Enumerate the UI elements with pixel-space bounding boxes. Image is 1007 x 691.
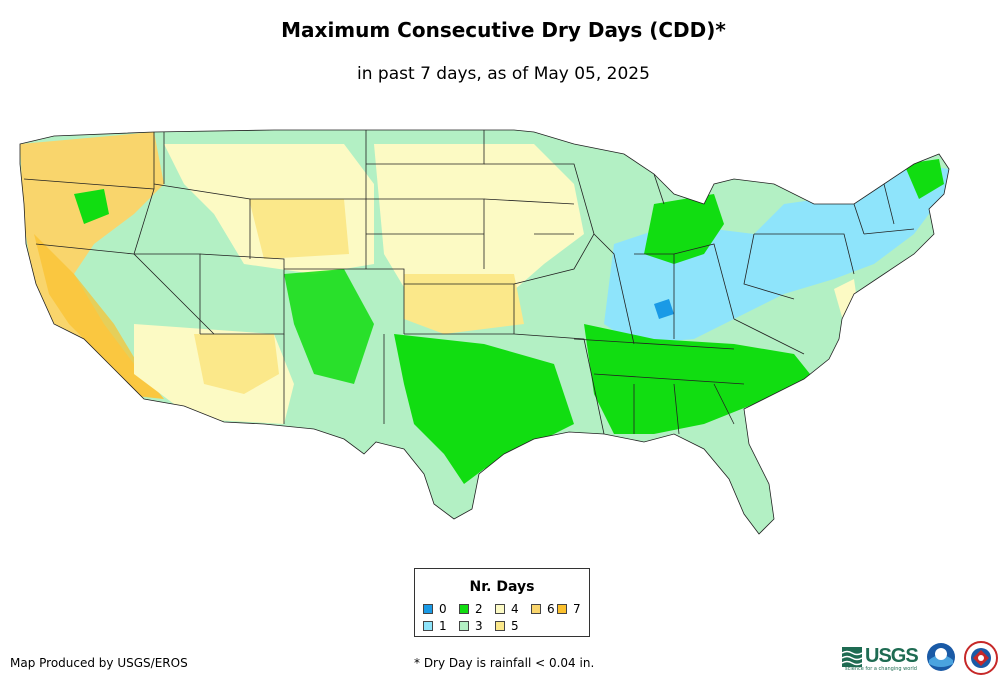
legend-item-4: 4 bbox=[495, 602, 519, 616]
legend-item-7: 7 bbox=[557, 602, 581, 616]
wet-region-ohio-northeast bbox=[604, 164, 949, 344]
legend-swatch bbox=[459, 621, 469, 631]
legend-label: 7 bbox=[573, 602, 581, 616]
wet-spot-0-day bbox=[654, 299, 674, 319]
legend-swatch bbox=[495, 604, 505, 614]
legend: Nr. Days 0 1 2 3 4 5 6 7 bbox=[414, 568, 590, 637]
dry-region-kansas bbox=[404, 274, 524, 334]
legend-swatch bbox=[531, 604, 541, 614]
wet-region-colorado-nm bbox=[284, 269, 374, 384]
legend-title: Nr. Days bbox=[469, 579, 535, 595]
legend-label: 4 bbox=[511, 602, 519, 616]
legend-label: 1 bbox=[439, 619, 447, 633]
legend-label: 0 bbox=[439, 602, 447, 616]
dry-region-california bbox=[34, 234, 164, 399]
map-title: Maximum Consecutive Dry Days (CDD)* bbox=[281, 18, 726, 42]
legend-item-1: 1 bbox=[423, 619, 447, 633]
legend-swatch bbox=[495, 621, 505, 631]
legend-item-2: 2 bbox=[459, 602, 483, 616]
legend-item-5: 5 bbox=[495, 619, 519, 633]
wet-region-northeast-maine bbox=[904, 159, 944, 199]
dry-day-footnote: * Dry Day is rainfall < 0.04 in. bbox=[414, 656, 595, 670]
dry-region-west-coast bbox=[20, 132, 164, 399]
dry-region-plains bbox=[374, 144, 584, 304]
legend-item-3: 3 bbox=[459, 619, 483, 633]
wet-region-northwest-patch bbox=[74, 189, 109, 224]
legend-label: 6 bbox=[547, 602, 555, 616]
legend-label: 2 bbox=[475, 602, 483, 616]
legend-swatch bbox=[423, 604, 433, 614]
nws-logo-icon bbox=[964, 641, 998, 675]
conus-cdd-map bbox=[19, 129, 950, 535]
legend-swatch bbox=[459, 604, 469, 614]
usgs-logo: USGS bbox=[842, 645, 919, 668]
map-subtitle: in past 7 days, as of May 05, 2025 bbox=[357, 64, 650, 84]
state-borders bbox=[19, 129, 950, 535]
legend-label: 3 bbox=[475, 619, 483, 633]
noaa-logo-icon bbox=[927, 643, 955, 671]
legend-swatch bbox=[423, 621, 433, 631]
dry-region-wyoming bbox=[249, 199, 349, 259]
usgs-logo-text: USGS bbox=[865, 645, 919, 667]
legend-item-0: 0 bbox=[423, 602, 447, 616]
agency-logos: USGS science for a changing world bbox=[842, 640, 1002, 680]
map-credit: Map Produced by USGS/EROS bbox=[10, 656, 188, 670]
legend-item-6: 6 bbox=[531, 602, 555, 616]
wet-region-southeast bbox=[584, 324, 814, 434]
dry-region-arizona bbox=[194, 334, 279, 394]
usgs-tagline: science for a changing world bbox=[845, 666, 917, 672]
legend-swatch bbox=[557, 604, 567, 614]
usgs-waves-icon bbox=[842, 646, 862, 667]
legend-label: 5 bbox=[511, 619, 519, 633]
region-florida bbox=[729, 424, 774, 534]
